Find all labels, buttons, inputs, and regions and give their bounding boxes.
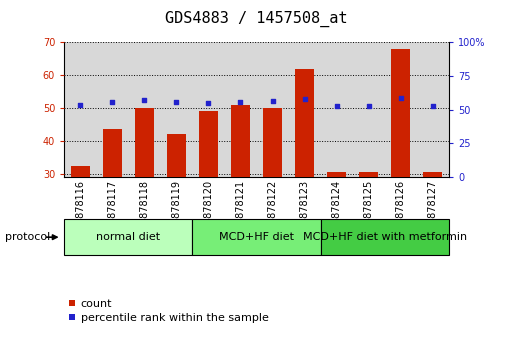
Text: count: count [81,299,112,309]
Bar [64,219,192,255]
Bar [321,219,449,255]
Bar [70,166,90,177]
Bar [192,219,321,255]
Point [332,103,341,109]
Text: percentile rank within the sample: percentile rank within the sample [81,313,268,323]
Bar [167,135,186,177]
Point [429,103,437,109]
Bar [231,105,250,177]
Point [268,98,277,104]
Bar [423,172,442,177]
Text: MCD+HF diet with metformin: MCD+HF diet with metformin [303,232,467,242]
Point [236,99,245,104]
Point [397,95,405,101]
Bar [263,108,282,177]
Text: GDS4883 / 1457508_at: GDS4883 / 1457508_at [165,11,348,27]
Point [172,99,181,104]
Bar [199,112,218,177]
Point [301,96,309,102]
Bar [327,172,346,177]
Point [365,103,373,109]
Bar [295,69,314,177]
Bar [359,172,378,177]
Point [204,100,212,106]
Text: protocol: protocol [5,232,50,242]
Point [140,97,148,103]
Bar [134,108,154,177]
Text: MCD+HF diet: MCD+HF diet [219,232,294,242]
Bar [103,130,122,177]
Point [108,99,116,104]
Point [76,102,84,108]
Text: normal diet: normal diet [96,232,160,242]
Bar [391,49,410,177]
